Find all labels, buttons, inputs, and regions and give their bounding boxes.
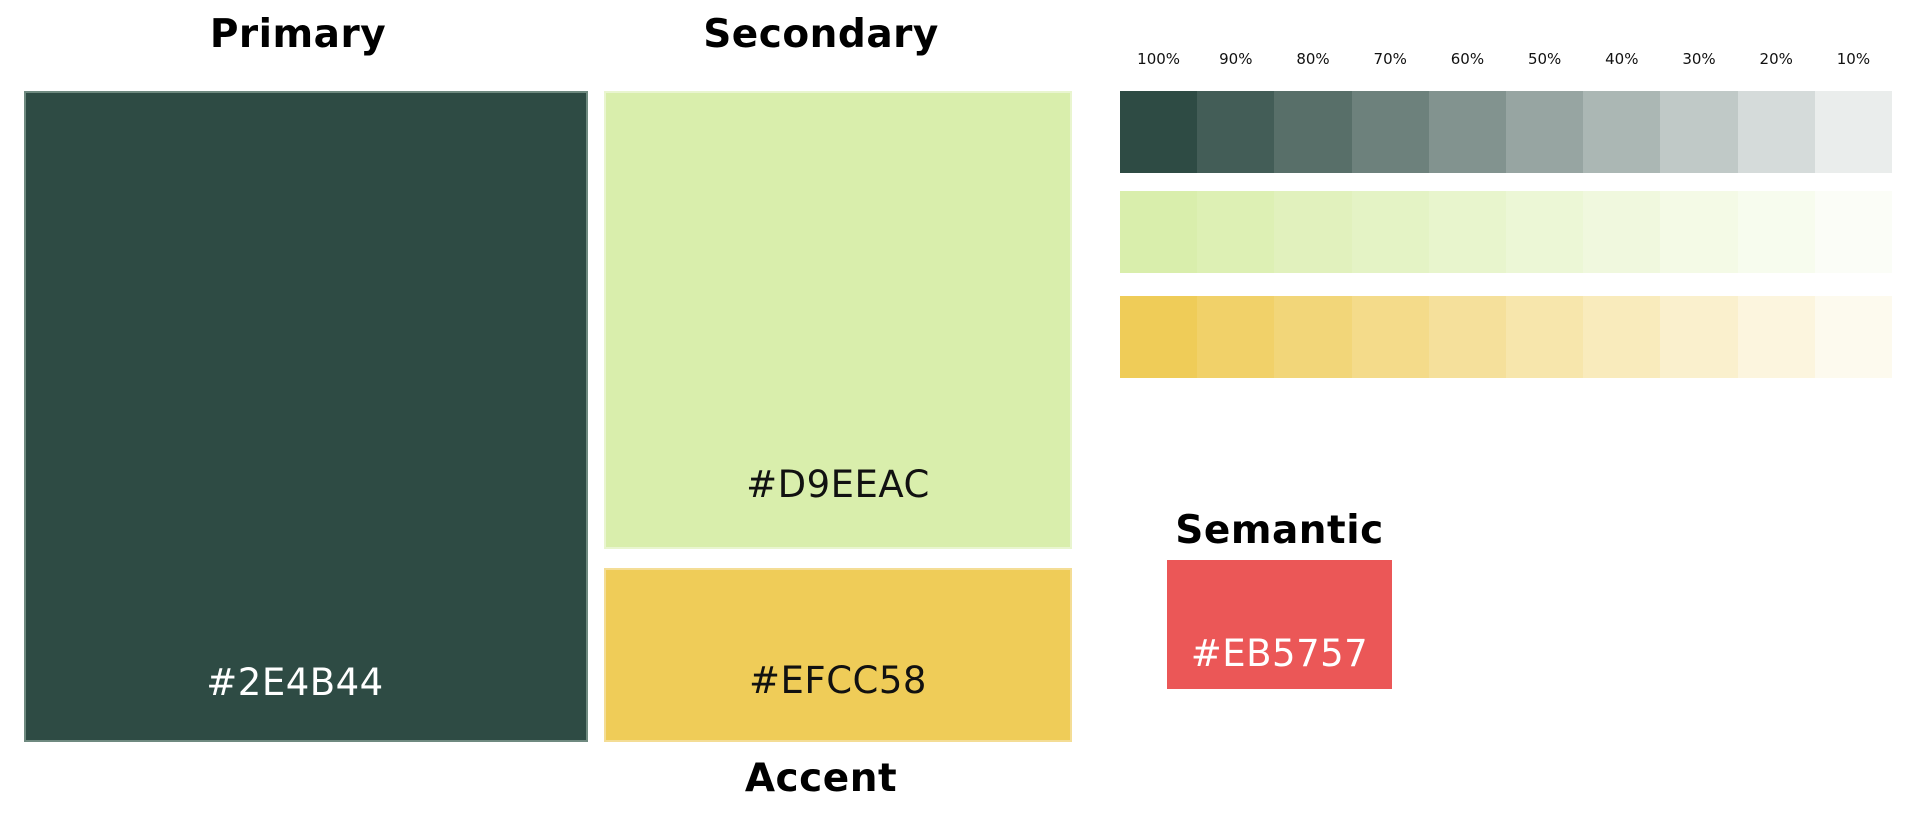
tint-label: 90% (1219, 50, 1253, 68)
tint-label: 80% (1296, 50, 1330, 68)
tint-cell (1120, 191, 1198, 273)
tint-cell (1814, 191, 1893, 273)
tint-cell (1737, 191, 1815, 273)
tint-cell (1737, 296, 1815, 378)
secondary-tint-row (1120, 191, 1893, 273)
tint-label: 50% (1527, 50, 1562, 68)
tint-label: 40% (1605, 50, 1639, 68)
tint-cell (1583, 296, 1661, 378)
tint-label: 20% (1759, 50, 1793, 68)
tint-cell (1506, 91, 1584, 173)
tint-cell (1660, 296, 1738, 378)
tint-label: 60% (1450, 50, 1485, 68)
tint-cell (1583, 191, 1661, 273)
primary-swatch: #2E4B44 (24, 91, 588, 742)
secondary-heading: Secondary (703, 12, 939, 57)
accent-tint-row (1120, 296, 1893, 378)
primary-hex-label: #2E4B44 (206, 661, 384, 704)
accent-heading: Accent (744, 756, 898, 801)
primary-heading: Primary (209, 12, 387, 57)
tint-cell (1506, 296, 1584, 378)
tint-cell (1351, 91, 1429, 173)
tint-cell (1197, 296, 1275, 378)
tint-cell (1274, 191, 1352, 273)
primary-tint-row (1120, 91, 1893, 173)
secondary-hex-label: #D9EEAC (746, 463, 930, 506)
tint-cell (1660, 91, 1738, 173)
tint-cell (1274, 296, 1352, 378)
tint-cell (1737, 91, 1815, 173)
semantic-hex-label: #EB5757 (1190, 632, 1369, 675)
semantic-swatch: #EB5757 (1167, 560, 1392, 689)
tint-cell (1428, 191, 1507, 273)
semantic-heading: Semantic (1175, 508, 1384, 553)
secondary-swatch: #D9EEAC (604, 91, 1072, 549)
tint-cell (1197, 91, 1275, 173)
tint-cell (1120, 296, 1198, 378)
tint-cell (1814, 91, 1893, 173)
tint-label: 100% (1137, 50, 1181, 68)
accent-swatch: #EFCC58 (604, 568, 1072, 742)
tint-scale-labels: 100% 90% 80% 70% 60% 50% 40% 30% 20% 10% (1120, 50, 1892, 80)
tint-cell (1506, 191, 1584, 273)
tint-cell (1120, 91, 1198, 173)
tint-cell (1660, 191, 1738, 273)
tint-cell (1583, 91, 1661, 173)
tint-cell (1197, 191, 1275, 273)
tint-cell (1814, 296, 1893, 378)
tint-label: 30% (1682, 50, 1716, 68)
tint-cell (1274, 91, 1352, 173)
tint-cell (1351, 191, 1429, 273)
tint-cell (1428, 91, 1507, 173)
tint-cell (1351, 296, 1429, 378)
tint-label: 10% (1836, 50, 1871, 68)
tint-label: 70% (1373, 50, 1407, 68)
accent-hex-label: #EFCC58 (749, 659, 927, 702)
tint-cell (1428, 296, 1507, 378)
